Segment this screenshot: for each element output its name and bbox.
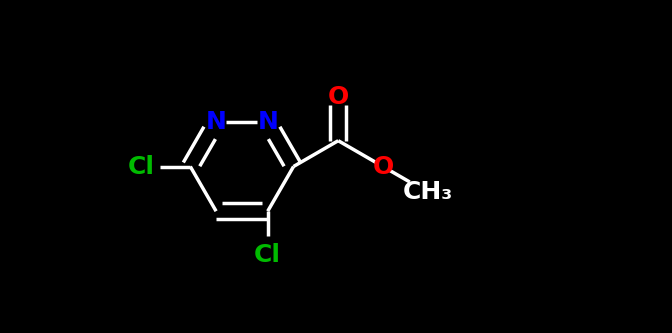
Text: O: O (372, 155, 394, 178)
Text: N: N (257, 110, 278, 134)
Text: Cl: Cl (254, 243, 281, 267)
Text: Cl: Cl (128, 155, 155, 178)
Text: N: N (206, 110, 226, 134)
Text: CH₃: CH₃ (403, 180, 453, 204)
Text: O: O (328, 85, 349, 109)
